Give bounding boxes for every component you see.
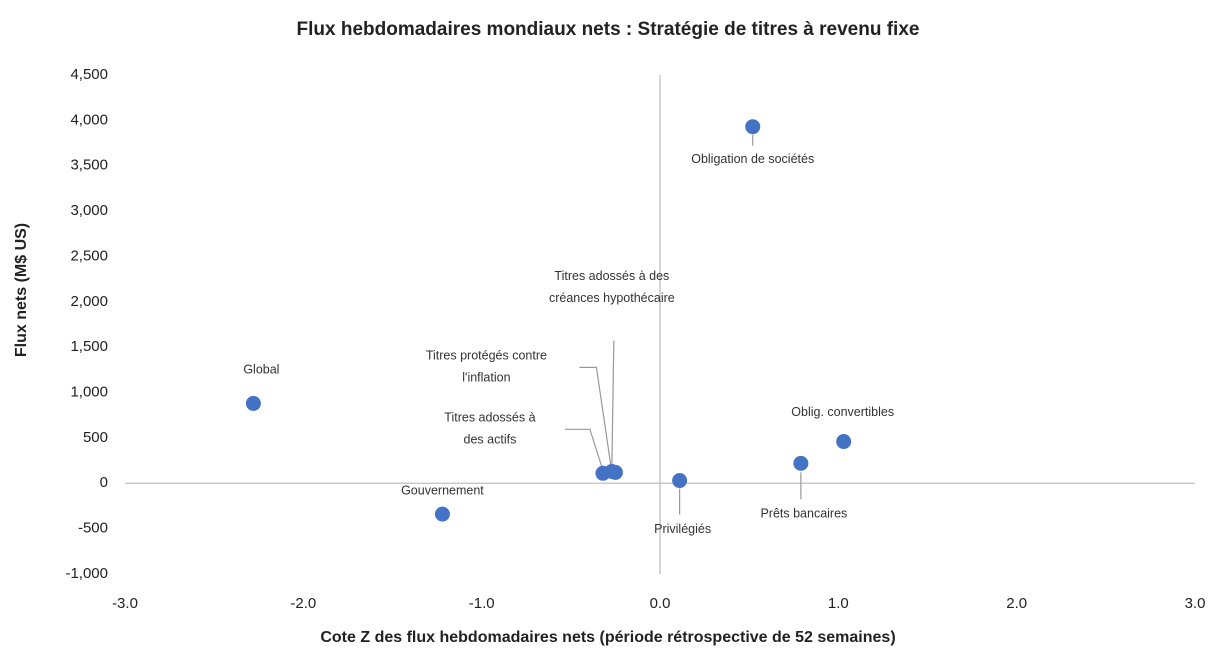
chart-title: Flux hebdomadaires mondiaux nets : Strat… [297, 19, 920, 40]
y-tick-label: 2,500 [70, 247, 108, 264]
point-label: Titres adossés à [444, 411, 535, 425]
y-tick-label: 4,500 [70, 66, 108, 83]
point-label: Gouvernement [401, 483, 484, 497]
point [672, 473, 688, 489]
point-label: Global [243, 363, 279, 377]
y-tick-label: 500 [83, 429, 108, 446]
point [434, 506, 450, 522]
x-tick-label: -2.0 [290, 595, 316, 612]
point [836, 434, 852, 450]
point-label: créances hypothécaire [549, 291, 675, 305]
leader-line [579, 366, 613, 470]
x-tick-label: 0.0 [650, 595, 671, 612]
point-label: des actifs [464, 433, 517, 447]
y-tick-label: 3,000 [70, 202, 108, 219]
x-axis-title: Cote Z des flux hebdomadaires nets (péri… [320, 629, 895, 646]
y-tick-label: -1,000 [65, 565, 108, 582]
y-tick-label: 4,000 [70, 111, 108, 128]
point [604, 463, 620, 479]
x-tick-label: 1.0 [828, 595, 849, 612]
y-axis-title: Flux nets (M$ US) [13, 223, 30, 357]
y-tick-label: 1,000 [70, 384, 108, 401]
leader-line [611, 340, 615, 469]
x-tick-label: -1.0 [469, 595, 495, 612]
point-label: Titres adossés à des [554, 269, 669, 283]
point-label: Oblig. convertibles [791, 405, 894, 419]
y-tick-label: 1,500 [70, 338, 108, 355]
y-tick-label: 0 [100, 474, 108, 491]
x-tick-label: 2.0 [1006, 595, 1027, 612]
x-tick-label: -3.0 [112, 595, 138, 612]
y-tick-label: -500 [78, 520, 108, 537]
point-label: Prêts bancaires [760, 507, 847, 521]
point [745, 119, 761, 135]
x-tick-label: 3.0 [1185, 595, 1206, 612]
point [793, 455, 809, 471]
point-label: Titres protégés contre [426, 349, 547, 363]
leader-line [564, 428, 604, 471]
point-label: Privilégiés [654, 522, 711, 536]
y-tick-label: 2,000 [70, 293, 108, 310]
point-label: l'inflation [462, 371, 510, 385]
y-tick-label: 3,500 [70, 157, 108, 174]
point-label: Obligation de sociétés [691, 152, 814, 166]
point [245, 395, 261, 411]
